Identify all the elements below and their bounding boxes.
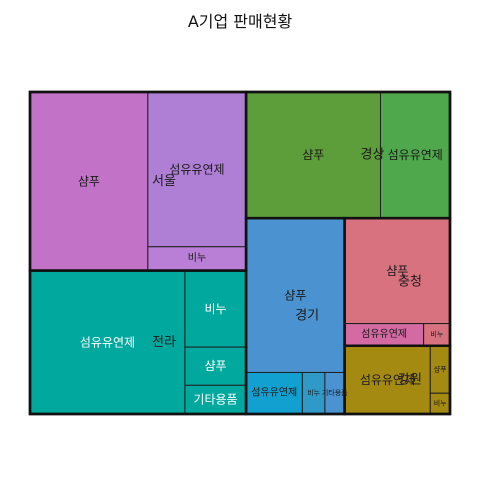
treemap-cell-label-5-2: 섬유유연제 xyxy=(361,328,407,340)
treemap-outer-border xyxy=(28,90,452,416)
treemap-cell-label-6-3: 비누 xyxy=(434,399,447,408)
treemap-cell-label-1-3: 비누 xyxy=(188,252,206,264)
treemap-cell-label-2-1: 섬유유연제 xyxy=(80,335,135,349)
treemap-cell-label-2-4: 기타용품 xyxy=(193,393,237,407)
treemap-cell-label-3-2: 섬유유연제 xyxy=(388,148,443,162)
treemap-cell-label-5-1: 샴푸 xyxy=(386,264,408,278)
treemap-region-label-4: 경기 xyxy=(295,309,319,324)
treemap-region-label-1: 서울 xyxy=(152,174,176,189)
treemap-cell-label-4-1: 샴푸 xyxy=(284,288,306,302)
treemap-cell-3-1 xyxy=(245,91,381,219)
treemap-region-label-3: 경상 xyxy=(361,148,385,163)
treemap-region-label-5: 충청 xyxy=(398,274,422,289)
treemap-cell-5-1 xyxy=(344,217,451,325)
treemap-cell-label-4-3: 비누 xyxy=(307,388,320,397)
treemap-cell-label-4-4: 기타용품 xyxy=(322,388,348,397)
treemap-cell-label-6-1: 섬유유연제 xyxy=(360,373,415,387)
treemap-region-label-6: 강원 xyxy=(398,372,422,387)
treemap-cell-label-6-2: 샴푸 xyxy=(434,364,447,373)
treemap-cell-label-2-3: 샴푸 xyxy=(204,359,226,373)
treemap-cell-label-1-2: 섬유유연제 xyxy=(169,162,224,176)
treemap-cell-label-1-1: 샴푸 xyxy=(78,174,100,188)
treemap-cell-4-1 xyxy=(245,217,346,373)
treemap-cell-label-3-1: 샴푸 xyxy=(302,148,324,162)
treemap-region-label-2: 전라 xyxy=(152,335,176,350)
treemap-cell-label-2-2: 비누 xyxy=(204,302,226,316)
treemap-cell-label-4-2: 섬유유연제 xyxy=(251,387,297,399)
chart-title: A기업 판매현황 xyxy=(187,12,293,31)
treemap-cell-label-5-3: 비누 xyxy=(430,330,443,339)
